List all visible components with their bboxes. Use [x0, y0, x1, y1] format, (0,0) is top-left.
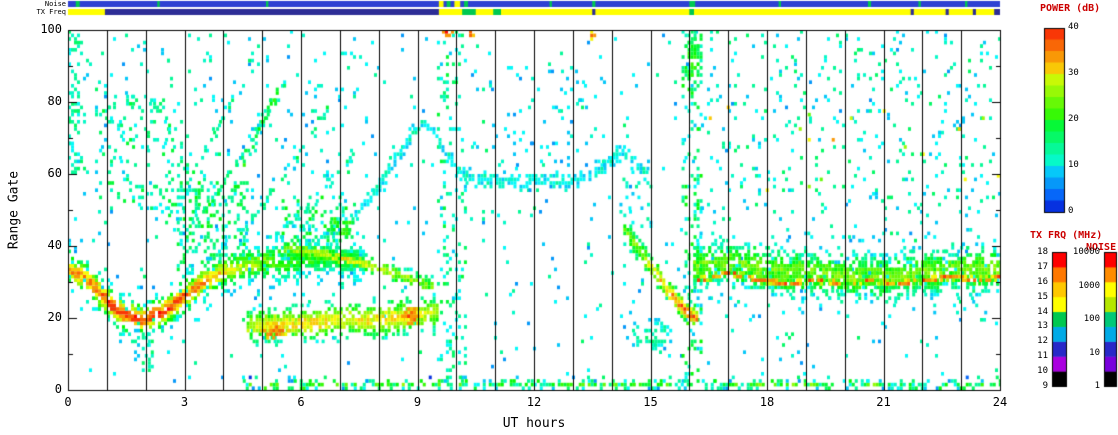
power-tick-label: 20 [1068, 114, 1079, 124]
x-tick-label: 12 [526, 395, 542, 409]
power-tick-label: 40 [1068, 22, 1079, 32]
txfreq-tick-label: 17 [1037, 261, 1048, 272]
y-tick-label: 60 [47, 166, 62, 180]
txfreq-tick-label: 14 [1037, 306, 1048, 317]
txfreq-tick-label: 10 [1037, 366, 1048, 377]
y-tick-label: 100 [40, 22, 62, 36]
power-colorbar-title: POWER (dB) [1040, 3, 1101, 14]
x-tick-label: 3 [180, 395, 189, 409]
power-tick-label: 10 [1068, 160, 1079, 170]
txfreq-tick-label: 16 [1037, 276, 1048, 287]
txfreq-tick-label: 9 [1042, 381, 1048, 391]
x-tick-label: 6 [297, 395, 305, 409]
y-axis-title: Range Gate [6, 170, 22, 250]
txfreq-strip-label: TX Freq [36, 8, 66, 16]
txfreq-tick-label: 13 [1037, 321, 1048, 332]
y-tick-label: 40 [47, 238, 62, 252]
x-tick-label: 15 [643, 395, 658, 409]
noise-tick-label: 10000 [1072, 247, 1100, 257]
txfreq-tick-label: 18 [1037, 247, 1048, 257]
noise-tick-label: 1000 [1078, 280, 1100, 291]
noise-tick-label: 100 [1083, 314, 1100, 324]
noise-colorbar-title: NOISE [1086, 242, 1117, 253]
x-tick-label: 21 [876, 395, 891, 409]
txfreq-colorbar-title: TX FRQ (MHz) [1030, 230, 1103, 241]
txfreq-tick-label: 11 [1037, 351, 1048, 362]
x-tick-label: 0 [64, 395, 72, 409]
x-tick-label: 18 [759, 395, 775, 409]
power-tick-label: 30 [1068, 68, 1079, 78]
x-tick-label: 9 [413, 395, 422, 409]
noise-strip-label: Noise [44, 0, 66, 8]
power-tick-label: 0 [1068, 206, 1074, 216]
y-tick-label: 0 [54, 382, 62, 396]
noise-tick-label: 10 [1089, 347, 1100, 358]
y-tick-label: 20 [47, 310, 62, 324]
txfreq-tick-label: 12 [1037, 336, 1048, 347]
x-tick-label: 24 [992, 395, 1008, 409]
x-axis-title: UT hours [502, 416, 566, 431]
txfreq-tick-label: 15 [1037, 291, 1048, 302]
y-tick-label: 80 [47, 94, 62, 108]
noise-tick-label: 1 [1094, 381, 1100, 391]
